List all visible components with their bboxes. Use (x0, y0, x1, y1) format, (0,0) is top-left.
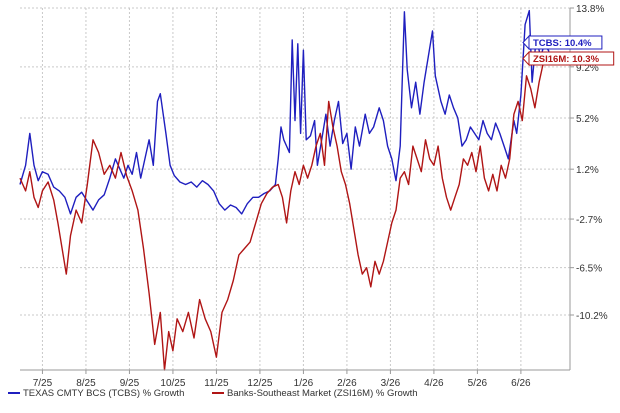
end-label-series: TCBS (533, 38, 559, 49)
end-label-text: TCBS: 10.4% (533, 38, 592, 49)
y-tick-label: -6.5% (576, 264, 602, 275)
legend-label: TEXAS CMTY BCS (TCBS) % Growth (23, 388, 184, 399)
legend-item-tcbs: TEXAS CMTY BCS (TCBS) % Growth (8, 388, 184, 399)
legend-label: Banks-Southeast Market (ZSI16M) % Growth (227, 388, 418, 399)
legend: TEXAS CMTY BCS (TCBS) % Growth Banks-Sout… (8, 388, 418, 399)
series-line-zsi16m (19, 52, 549, 371)
end-label-series: ZSI16M (533, 54, 566, 65)
end-label-box (528, 51, 615, 66)
end-label-text: ZSI16M: 10.3% (533, 54, 600, 65)
x-tick-label: 7/25 (33, 378, 53, 389)
grid (20, 7, 570, 370)
end-label-value: 10.4% (565, 38, 592, 49)
x-tick-label: 10/25 (160, 378, 185, 389)
x-tick-label: 11/25 (204, 378, 229, 389)
x-tick-label: 1/26 (294, 378, 314, 389)
end-label-box (528, 35, 603, 50)
x-tick-label: 6/26 (511, 378, 531, 389)
end-label-tcbs: TCBS: 10.4% (522, 34, 603, 51)
x-tick-label: 8/25 (76, 378, 96, 389)
legend-item-zsi16m: Banks-Southeast Market (ZSI16M) % Growth (212, 388, 418, 399)
end-label-value: 10.3% (572, 54, 599, 65)
end-label-separator: : (566, 54, 572, 65)
y-tick-label: 9.2% (576, 63, 599, 74)
y-tick-label: -10.2% (576, 311, 608, 322)
series-lines (19, 9, 550, 371)
y-tick-label: 5.2% (576, 114, 599, 125)
y-tick-label: -2.7% (576, 215, 602, 226)
end-label-zsi16m: ZSI16M: 10.3% (522, 50, 615, 67)
y-tick-label: 13.8% (576, 4, 604, 15)
series-line-tcbs (19, 9, 550, 215)
x-tick-label: 9/25 (120, 378, 140, 389)
end-labels: TCBS: 10.4% ZSI16M: 10.3% (522, 34, 615, 67)
x-tick-label: 5/26 (468, 378, 488, 389)
x-tick-label: 12/25 (247, 378, 272, 389)
x-tick-label: 4/26 (424, 378, 444, 389)
x-tick-label: 2/26 (337, 378, 357, 389)
axes: 13.8% 9.2% 5.2% 1.2% -2.7% -6.5% -10.2% 7/25 8/2… (20, 4, 608, 389)
y-tick-label: 1.2% (576, 165, 599, 176)
x-tick-label: 3/26 (381, 378, 401, 389)
end-label-separator: : (559, 38, 565, 49)
